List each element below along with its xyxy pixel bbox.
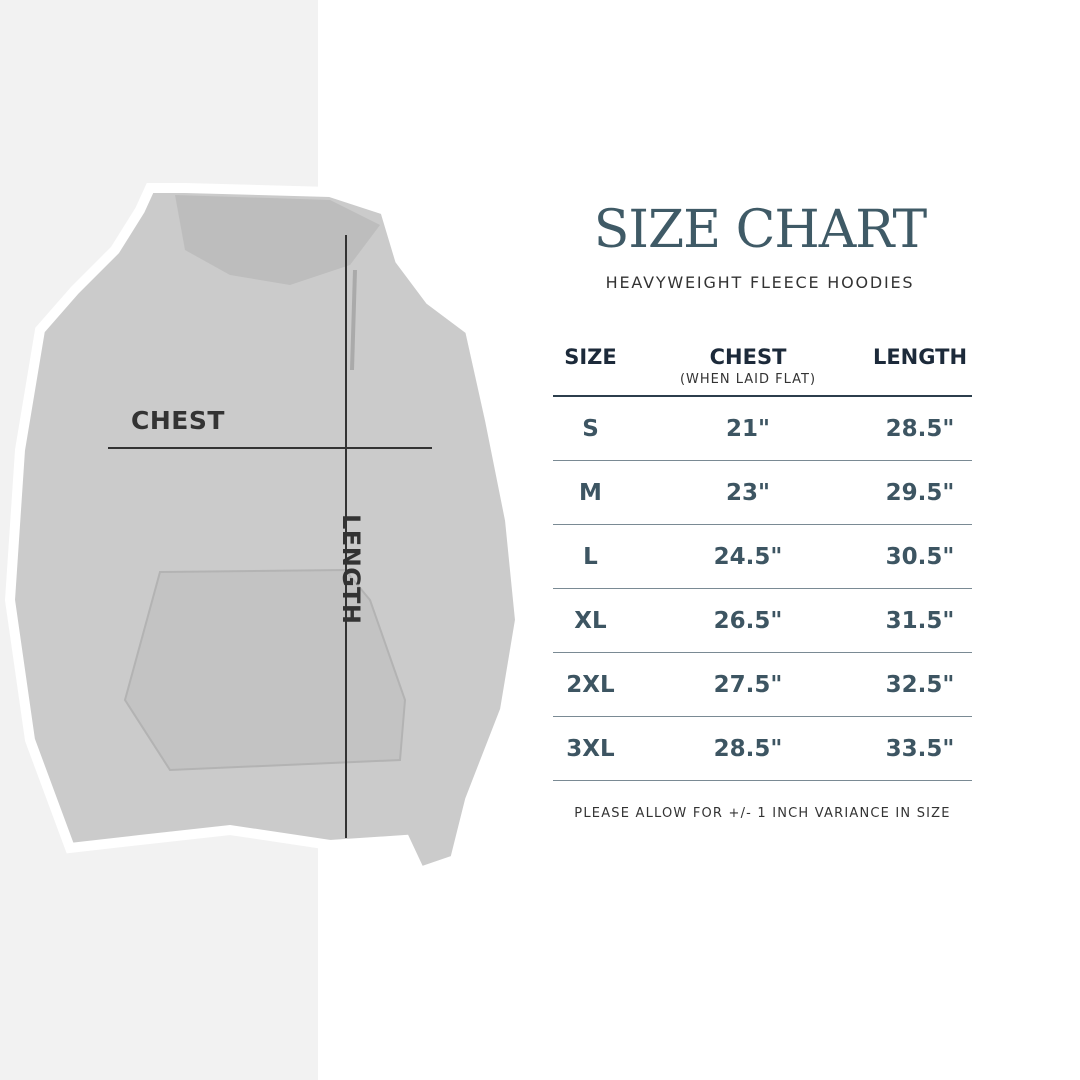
drawstring	[350, 269, 357, 371]
hood-opening	[175, 195, 380, 285]
length-cell: 32.5"	[868, 652, 972, 717]
length-cell: 29.5"	[868, 460, 972, 525]
size-cell: L	[553, 524, 628, 589]
chest-label: CHEST	[131, 406, 225, 435]
chest-cell: 23"	[628, 460, 868, 525]
header-label: CHEST	[709, 345, 787, 369]
header-size: SIZE	[553, 340, 628, 397]
table-header-row: SIZE CHEST (WHEN LAID FLAT) LENGTH	[553, 340, 972, 397]
table-row: 3XL 28.5" 33.5"	[553, 716, 972, 781]
size-cell: XL	[553, 588, 628, 653]
length-cell: 30.5"	[868, 524, 972, 589]
page-title: SIZE CHART	[593, 200, 927, 260]
size-table: SIZE CHEST (WHEN LAID FLAT) LENGTH S 21" 28…	[553, 340, 972, 781]
table-row: S 21" 28.5"	[553, 396, 972, 461]
length-label: LENGTH	[337, 514, 365, 625]
length-cell: 28.5"	[868, 396, 972, 461]
header-chest: CHEST (WHEN LAID FLAT)	[628, 340, 868, 397]
page-subtitle: HEAVYWEIGHT FLEECE HOODIES	[605, 273, 915, 292]
header-label: SIZE	[564, 345, 617, 369]
length-cell: 31.5"	[868, 588, 972, 653]
hoodie-silhouette	[4, 183, 526, 879]
table-row: 2XL 27.5" 32.5"	[553, 652, 972, 717]
table-row: L 24.5" 30.5"	[553, 524, 972, 589]
table-row: M 23" 29.5"	[553, 460, 972, 525]
size-cell: 3XL	[553, 716, 628, 781]
length-cell: 33.5"	[868, 716, 972, 781]
table-row: XL 26.5" 31.5"	[553, 588, 972, 653]
chest-cell: 26.5"	[628, 588, 868, 653]
chest-cell: 24.5"	[628, 524, 868, 589]
chest-cell: 27.5"	[628, 652, 868, 717]
header-length: LENGTH	[868, 340, 972, 397]
header-label: LENGTH	[872, 345, 968, 369]
chest-cell: 21"	[628, 396, 868, 461]
hoodie-image	[4, 183, 526, 879]
variance-note: PLEASE ALLOW FOR +/- 1 INCH VARIANCE IN …	[574, 806, 951, 821]
kangaroo-pocket	[123, 568, 407, 772]
chest-cell: 28.5"	[628, 716, 868, 781]
size-cell: S	[553, 396, 628, 461]
size-cell: 2XL	[553, 652, 628, 717]
size-cell: M	[553, 460, 628, 525]
header-sublabel: (WHEN LAID FLAT)	[679, 372, 817, 387]
